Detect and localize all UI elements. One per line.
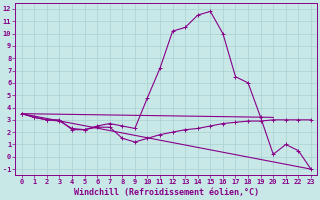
X-axis label: Windchill (Refroidissement éolien,°C): Windchill (Refroidissement éolien,°C) — [74, 188, 259, 197]
